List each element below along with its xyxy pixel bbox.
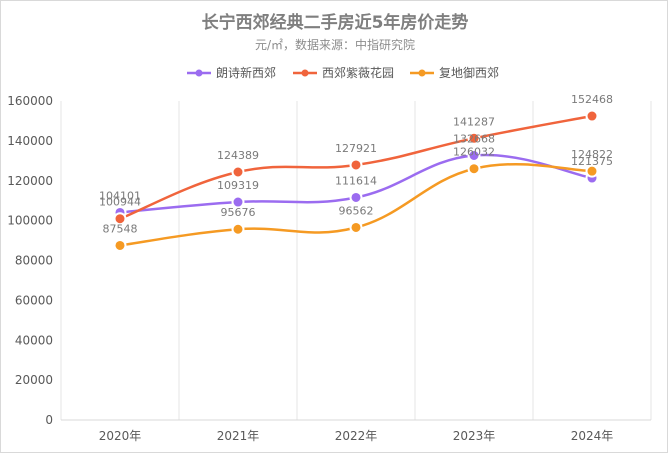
legend-swatch-marker xyxy=(195,69,203,77)
data-point xyxy=(585,164,599,178)
x-tick-label: 2020年 xyxy=(99,429,142,443)
data-label: 87548 xyxy=(103,222,138,235)
chart-legend: 朗诗新西郊 西郊紫薇花园 复地御西郊 xyxy=(187,65,499,80)
y-axis: 0 20000 40000 60000 80000 100000 120000 140000 1… xyxy=(7,94,53,427)
legend-swatch-marker xyxy=(301,69,309,77)
legend-label: 西郊紫薇花园 xyxy=(322,65,394,80)
data-point xyxy=(349,190,363,204)
legend-label: 朗诗新西郊 xyxy=(216,65,276,80)
data-label: 95676 xyxy=(221,206,256,219)
data-label: 109319 xyxy=(217,179,259,192)
chart-subtitle: 元/㎡，数据来源：中指研究院 xyxy=(255,37,415,52)
data-label: 132668 xyxy=(453,132,495,145)
x-axis: 2020年 2021年 2022年 2023年 2024年 xyxy=(99,429,614,443)
data-point xyxy=(231,165,245,179)
y-tick-label: 140000 xyxy=(7,134,53,148)
data-point xyxy=(113,212,127,226)
data-label: 126032 xyxy=(453,146,495,159)
data-label: 96562 xyxy=(339,204,374,217)
x-tick-label: 2022年 xyxy=(335,429,378,443)
data-label: 124822 xyxy=(571,148,613,161)
x-tick-label: 2023年 xyxy=(453,429,496,443)
data-label: 152468 xyxy=(571,93,613,106)
data-label: 111614 xyxy=(335,174,377,187)
legend-swatch-marker xyxy=(418,69,426,77)
chart-title: 长宁西郊经典二手房近5年房价走势 xyxy=(202,12,469,33)
series-points xyxy=(113,109,599,252)
y-tick-label: 100000 xyxy=(7,214,53,228)
data-point xyxy=(467,148,481,162)
y-tick-label: 60000 xyxy=(15,293,53,307)
legend-label: 复地御西郊 xyxy=(439,65,499,80)
x-tick-label: 2021年 xyxy=(217,429,260,443)
data-point xyxy=(467,162,481,176)
data-point xyxy=(467,131,481,145)
data-label: 100944 xyxy=(99,196,141,209)
data-point xyxy=(231,195,245,209)
y-tick-label: 20000 xyxy=(15,373,53,387)
y-tick-label: 80000 xyxy=(15,254,53,268)
data-point xyxy=(585,109,599,123)
y-tick-label: 120000 xyxy=(7,174,53,188)
data-label: 127921 xyxy=(335,142,377,155)
data-label: 104101 xyxy=(99,189,141,202)
data-label: 141287 xyxy=(453,115,495,128)
data-point xyxy=(349,220,363,234)
y-tick-label: 0 xyxy=(45,413,53,427)
data-point xyxy=(349,158,363,172)
x-tick-label: 2024年 xyxy=(571,429,614,443)
data-point xyxy=(113,238,127,252)
chart-gridlines xyxy=(60,101,652,421)
data-label: 121375 xyxy=(571,155,613,168)
y-tick-label: 160000 xyxy=(7,94,53,108)
data-label: 124389 xyxy=(217,149,259,162)
data-point xyxy=(231,222,245,236)
y-tick-label: 40000 xyxy=(15,333,53,347)
data-labels: 104101 109319 111614 132668 121375 100944 1243… xyxy=(99,93,613,235)
